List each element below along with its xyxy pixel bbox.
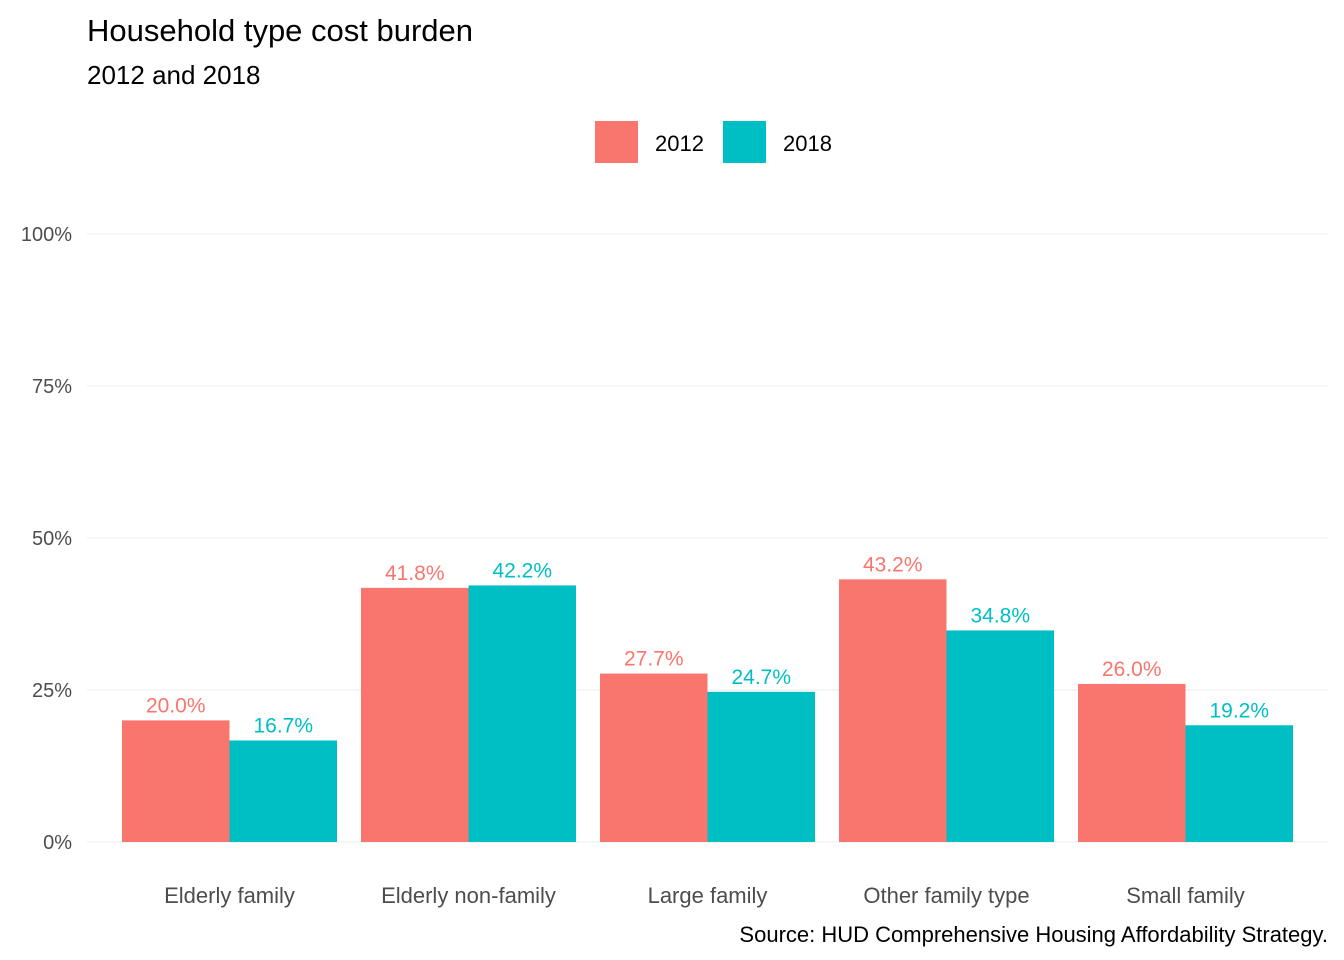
bar-2018	[707, 691, 815, 842]
data-label-2018: 34.8%	[970, 604, 1030, 627]
x-category-label: Elderly non-family	[381, 883, 556, 908]
bar-2018	[468, 585, 576, 842]
y-tick-label: 25%	[32, 680, 72, 702]
bar-2018	[1185, 725, 1293, 842]
bar-2012	[839, 579, 947, 842]
bar-2012	[122, 720, 230, 842]
x-category-label: Elderly family	[164, 883, 295, 908]
data-label-2012: 27.7%	[624, 648, 684, 671]
x-category-label: Large family	[648, 883, 768, 908]
x-axis-categories: Elderly family Elderly non-family Large fa…	[164, 883, 1245, 908]
chart-caption: Source: HUD Comprehensive Housing Afford…	[739, 922, 1328, 947]
data-label-2018: 16.7%	[253, 714, 313, 737]
data-label-2018: 19.2%	[1209, 699, 1269, 722]
y-tick-label: 50%	[32, 528, 72, 550]
bar-2012	[1078, 683, 1186, 842]
data-label-2018: 42.2%	[492, 559, 552, 582]
bars	[122, 579, 1293, 842]
y-tick-label: 75%	[32, 376, 72, 398]
x-category-label: Small family	[1126, 883, 1245, 908]
legend-label-2012: 2012	[655, 131, 704, 156]
data-labels: 20.0% 16.7% 41.8% 42.2% 27.7% 24.7% 43.2% 34.8%…	[146, 553, 1269, 737]
legend-label-2018: 2018	[783, 131, 832, 156]
data-label-2012: 26.0%	[1102, 658, 1162, 681]
data-label-2018: 24.7%	[731, 666, 791, 689]
bar-2018	[946, 630, 1054, 842]
bar-2012	[600, 673, 708, 842]
chart-subtitle: 2012 and 2018	[87, 60, 261, 90]
y-tick-label: 0%	[43, 832, 72, 854]
bar-2012	[361, 587, 469, 842]
bar-2018	[229, 740, 337, 842]
legend-key-2018	[723, 121, 766, 163]
chart-title: Household type cost burden	[87, 13, 473, 48]
legend-key-2012	[595, 121, 638, 163]
data-label-2012: 20.0%	[146, 694, 206, 717]
y-tick-label: 100%	[21, 224, 72, 246]
x-category-label: Other family type	[863, 883, 1029, 908]
data-label-2012: 43.2%	[863, 553, 923, 576]
legend: 2012 2018	[595, 121, 832, 163]
data-label-2012: 41.8%	[385, 562, 445, 585]
y-axis-ticks: 0% 25% 50% 75% 100%	[21, 224, 72, 854]
